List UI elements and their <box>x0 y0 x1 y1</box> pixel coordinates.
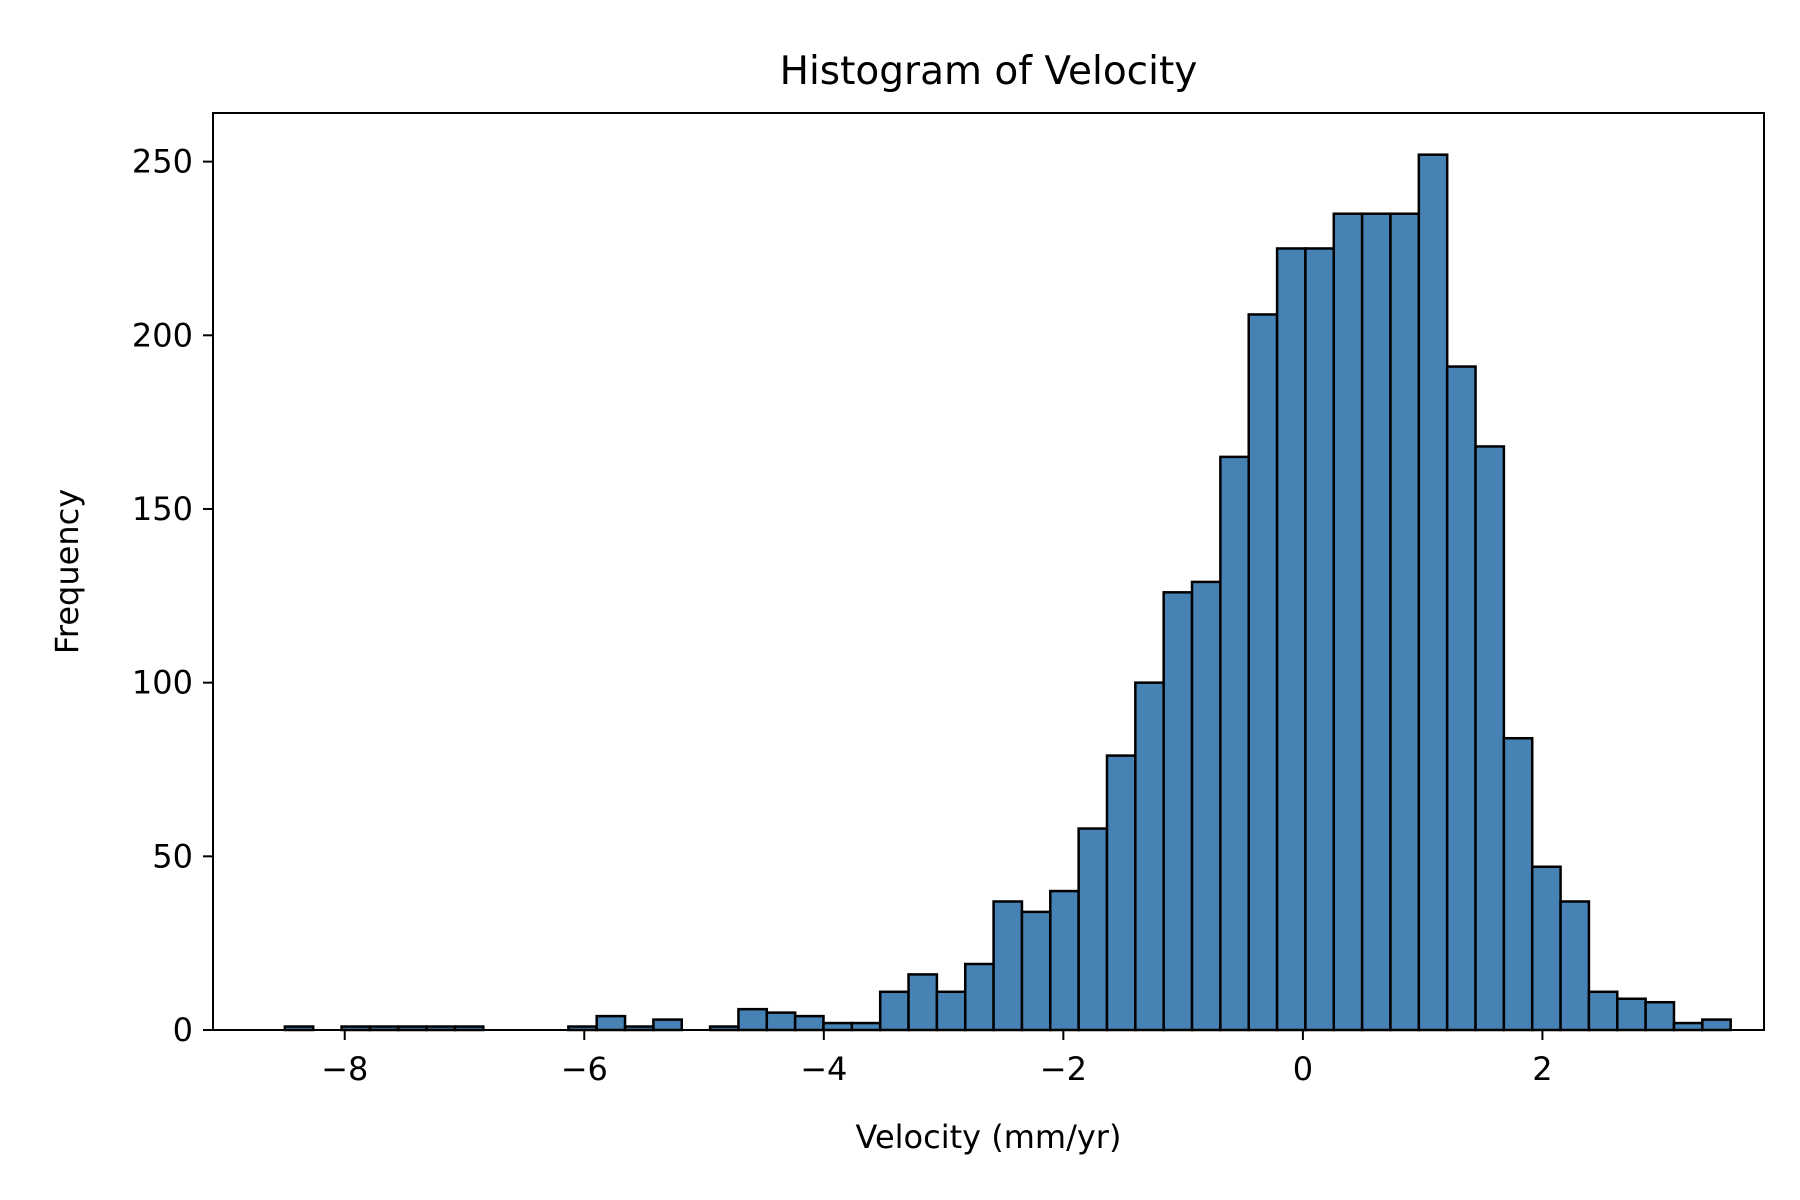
histogram-bar <box>850 1021 882 1032</box>
histogram-bar <box>1360 212 1392 1032</box>
histogram-bar <box>652 1018 684 1032</box>
histogram-bar <box>1275 247 1307 1032</box>
histogram-bar <box>1587 990 1619 1032</box>
histogram-bar <box>1672 1021 1704 1032</box>
histogram-bar <box>1162 591 1194 1032</box>
x-tick-label: −4 <box>800 1050 847 1088</box>
histogram-bar <box>878 990 910 1032</box>
histogram-bar <box>1417 153 1449 1032</box>
histogram-bar <box>822 1021 854 1032</box>
histogram-bar <box>1445 365 1477 1032</box>
x-axis-ticks: −8 −6 −4 −2 0 2 <box>321 1030 1553 1088</box>
histogram-bar <box>1530 865 1562 1032</box>
y-tick-label: 100 <box>132 664 193 702</box>
histogram-bar <box>1332 212 1364 1032</box>
histogram-bar <box>1474 445 1506 1032</box>
histogram-bar <box>1701 1018 1732 1032</box>
histogram-bar <box>1616 997 1647 1032</box>
histogram-bar <box>595 1014 627 1032</box>
histogram-bar <box>1134 681 1165 1032</box>
histogram-bar <box>1389 212 1421 1032</box>
histogram-bar <box>737 1007 769 1032</box>
histogram-bar <box>1304 247 1336 1032</box>
y-tick-label: 250 <box>132 143 193 181</box>
y-tick-label: 50 <box>152 837 193 875</box>
x-tick-label: −6 <box>561 1050 608 1088</box>
axes-frame <box>212 112 1765 1031</box>
y-axis-ticks: 0 50 100 150 200 250 <box>132 143 213 1049</box>
x-tick-label: −2 <box>1040 1050 1087 1088</box>
x-tick-label: −8 <box>321 1050 368 1088</box>
histogram-bar <box>1190 580 1222 1032</box>
histogram-bar <box>992 900 1024 1032</box>
histogram-bar <box>1559 900 1591 1032</box>
histogram-bar <box>1219 455 1250 1032</box>
histogram-bar <box>765 1011 797 1032</box>
histogram-bar <box>793 1014 825 1032</box>
y-tick-label: 150 <box>132 490 193 528</box>
y-tick-label: 200 <box>132 316 193 354</box>
x-tick-label: 2 <box>1532 1050 1552 1088</box>
y-tick-label: 0 <box>173 1011 193 1049</box>
x-tick-label: 0 <box>1293 1050 1313 1088</box>
histogram-bar <box>907 973 939 1032</box>
y-axis-label: Frequency <box>48 489 86 654</box>
histogram-bar <box>1502 736 1534 1032</box>
x-axis-label: Velocity (mm/yr) <box>856 1118 1122 1156</box>
chart-title: Histogram of Velocity <box>780 49 1198 94</box>
histogram-bar <box>1247 313 1279 1032</box>
histogram-bar <box>1020 910 1052 1032</box>
histogram-bar <box>1105 754 1137 1032</box>
bars-group <box>283 153 1732 1032</box>
histogram-bar <box>935 990 967 1032</box>
histogram-bar <box>1049 889 1080 1032</box>
histogram-bar <box>1077 827 1109 1032</box>
histogram-bar <box>1644 1000 1676 1032</box>
histogram-bar <box>963 962 995 1032</box>
